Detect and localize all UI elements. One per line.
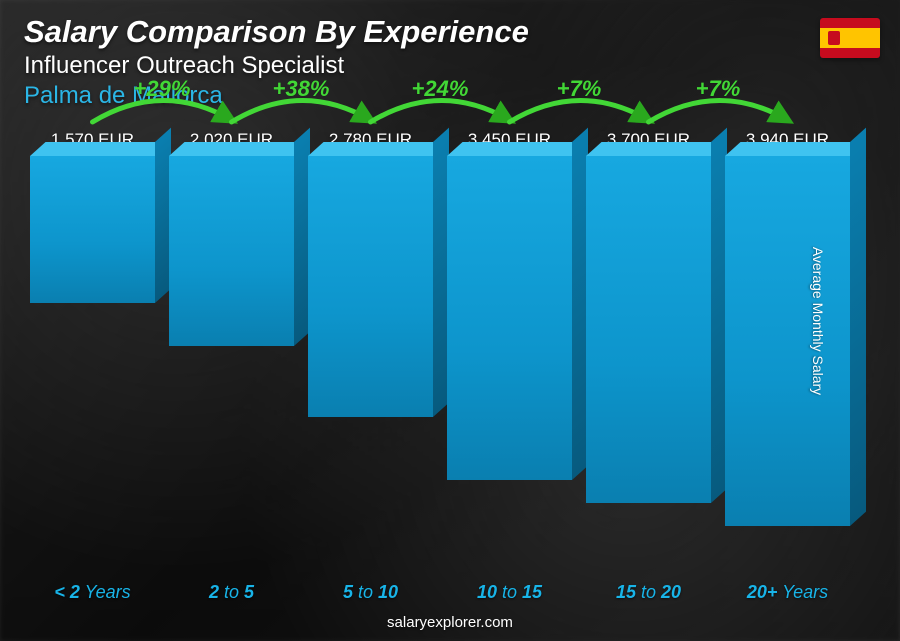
bar-category-label: 5 to 10 bbox=[308, 582, 433, 603]
bar-category-label: 2 to 5 bbox=[169, 582, 294, 603]
footer-source: salaryexplorer.com bbox=[0, 614, 900, 631]
increase-arcs: +29%+38%+24%+7%+7% bbox=[30, 130, 850, 571]
spain-flag-icon bbox=[820, 18, 880, 58]
increase-pct-label: +7% bbox=[557, 76, 602, 101]
flag-crest bbox=[828, 31, 840, 45]
increase-pct-label: +24% bbox=[412, 76, 469, 101]
chart-title: Salary Comparison By Experience bbox=[24, 14, 876, 50]
bar-category-label: 15 to 20 bbox=[586, 582, 711, 603]
flag-stripe-mid bbox=[820, 28, 880, 48]
bar-category-label: 20+ Years bbox=[725, 582, 850, 603]
flag-stripe-top bbox=[820, 18, 880, 28]
bar-category-label: < 2 Years bbox=[30, 582, 155, 603]
flag-stripe-bot bbox=[820, 48, 880, 58]
increase-pct-label: +7% bbox=[696, 76, 741, 101]
increase-pct-label: +29% bbox=[134, 76, 191, 101]
chart-container: Salary Comparison By Experience Influenc… bbox=[0, 0, 900, 641]
chart-area: 1,570 EUR< 2 Years2,020 EUR2 to 52,780 E… bbox=[30, 130, 850, 571]
bar-category-label: 10 to 15 bbox=[447, 582, 572, 603]
increase-pct-label: +38% bbox=[273, 76, 330, 101]
y-axis-label: Average Monthly Salary bbox=[810, 246, 826, 394]
